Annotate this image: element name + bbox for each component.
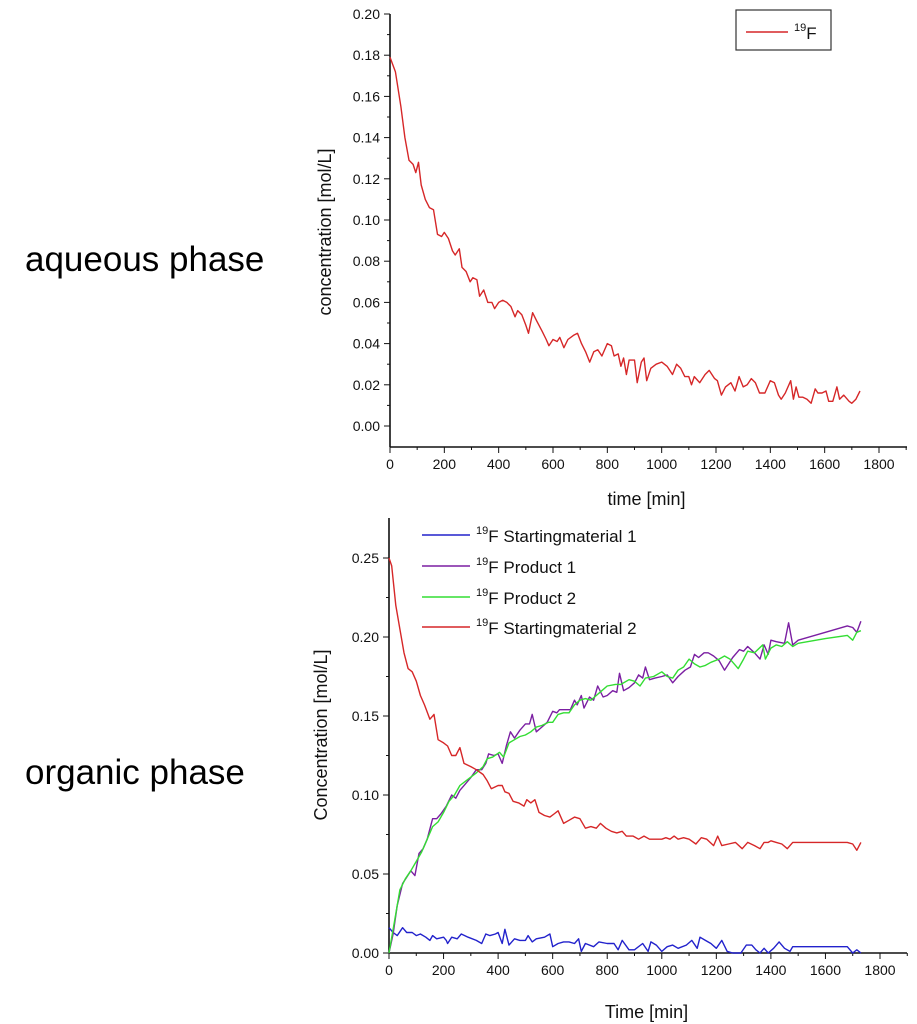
legend-label: F Startingmaterial 1 [488, 527, 636, 546]
y-tick-label: 0.12 [353, 171, 380, 187]
x-tick-label: 600 [541, 456, 565, 472]
y-tick-label: 0.14 [353, 130, 380, 146]
y-tick-label: 0.06 [353, 294, 380, 310]
y-tick-label: 0.02 [353, 377, 380, 393]
series-line-f [389, 57, 861, 404]
y-tick-label: 0.20 [353, 6, 380, 22]
legend-superscript: 19 [476, 587, 488, 599]
series-line-f-startingmaterial-2 [388, 557, 862, 851]
y-tick-label: 0.16 [353, 88, 380, 104]
x-tick-label: 1600 [810, 962, 841, 978]
legend-label: F [806, 24, 816, 43]
y-axis-label: Concentration [mol/L] [311, 649, 331, 820]
legend-label: F Startingmaterial 2 [488, 619, 636, 638]
legend-entry: 19F Product 2 [476, 587, 576, 608]
y-tick-label: 0.18 [353, 47, 380, 63]
legend-entry: 19F Product 1 [476, 556, 576, 577]
x-tick-label: 600 [541, 962, 565, 978]
legend: 19F [735, 9, 832, 51]
legend-entry: 19F [794, 22, 817, 43]
y-tick-label: 0.08 [353, 253, 380, 269]
organic-chart: 0 200 400 600 800 1000 1200 1400 1600 1800 0.00 0.0… [311, 518, 908, 1022]
series-line-f-product-1 [388, 620, 862, 954]
x-tick-label: 1000 [646, 456, 677, 472]
x-tick-label: 1400 [755, 456, 786, 472]
y-tick-label: 0.20 [352, 629, 379, 645]
y-tick-label: 0.04 [353, 336, 380, 352]
x-tick-label: 0 [386, 456, 394, 472]
y-tick-label: 0.15 [352, 708, 379, 724]
legend-entry: 19F Startingmaterial 1 [476, 525, 637, 546]
x-tick-label: 1800 [863, 456, 894, 472]
x-tick-label: 1200 [700, 456, 731, 472]
series-line-f-product-2 [388, 630, 862, 954]
series-line-f-startingmaterial-1 [388, 927, 862, 954]
x-tick-label: 1400 [755, 962, 786, 978]
x-tick-label: 200 [433, 456, 457, 472]
organic-phase-label: organic phase [25, 753, 245, 792]
legend-superscript: 19 [476, 617, 488, 629]
x-tick-label: 800 [596, 962, 620, 978]
x-tick-label: 200 [432, 962, 456, 978]
x-tick-label: 1600 [809, 456, 840, 472]
legend-superscript: 19 [476, 556, 488, 568]
y-tick-label: 0.00 [352, 945, 379, 961]
x-axis-label: time [min] [607, 489, 685, 509]
legend-box [735, 9, 832, 51]
legend-superscript: 19 [476, 525, 488, 537]
y-axis-label: concentration [mol/L] [315, 148, 335, 315]
x-tick-label: 0 [385, 962, 393, 978]
y-tick-label: 0.10 [353, 212, 380, 228]
x-axis-label: Time [min] [605, 1002, 688, 1022]
legend-label: F Product 1 [488, 558, 576, 577]
y-tick-label: 0.25 [352, 550, 379, 566]
x-tick-label: 400 [487, 456, 511, 472]
legend-label: F Product 2 [488, 589, 576, 608]
x-tick-label: 800 [596, 456, 620, 472]
aqueous-chart: 0 200 400 600 800 1000 1200 1400 1600 1800 0.00 0.0… [315, 6, 907, 509]
x-tick-label: 1200 [701, 962, 732, 978]
x-tick-label: 400 [486, 962, 510, 978]
y-tick-label: 0.00 [353, 418, 380, 434]
legend-entry: 19F Startingmaterial 2 [476, 617, 637, 638]
y-tick-label: 0.10 [352, 787, 379, 803]
y-tick-label: 0.05 [352, 866, 379, 882]
legend-superscript: 19 [794, 22, 806, 34]
x-tick-label: 1000 [646, 962, 677, 978]
aqueous-phase-label: aqueous phase [25, 240, 264, 279]
x-tick-label: 1800 [864, 962, 895, 978]
